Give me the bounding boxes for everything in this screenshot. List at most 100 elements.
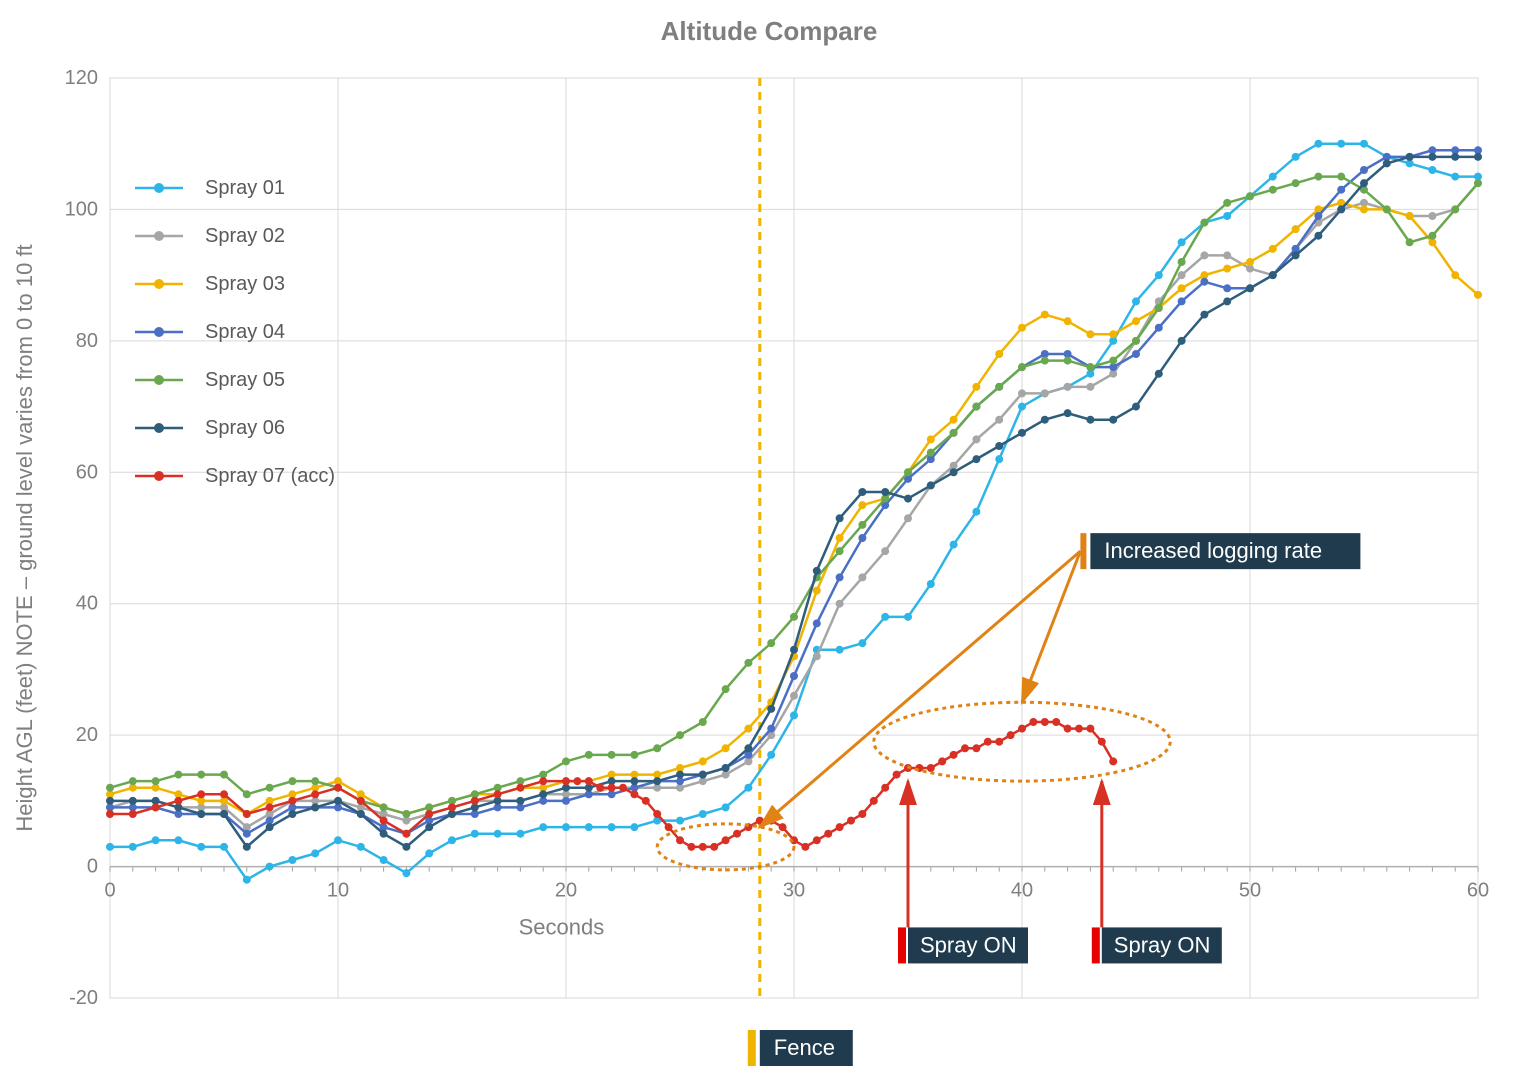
series-marker [266,863,274,871]
series-marker [129,843,137,851]
annotation-tick [1092,927,1100,963]
series-marker [573,777,581,785]
series-marker [266,803,274,811]
series-marker [1132,350,1140,358]
series-marker [243,810,251,818]
series-marker [744,784,752,792]
series-marker [972,403,980,411]
series-marker [220,790,228,798]
series-marker [1132,337,1140,345]
series-marker [129,797,137,805]
series-marker [334,797,342,805]
series-marker [197,790,205,798]
series-marker [243,830,251,838]
y-axis-label: Height AGL (feet) NOTE – ground level va… [12,244,37,831]
series-marker [984,738,992,746]
series-marker [995,383,1003,391]
series-marker [1474,291,1482,299]
series-marker [106,797,114,805]
series-marker [106,843,114,851]
x-tick-label: 20 [555,880,577,902]
series-marker [1314,232,1322,240]
series-marker [1360,205,1368,213]
series-marker [334,784,342,792]
legend-label: Spray 03 [205,273,285,295]
series-marker [893,771,901,779]
series-marker [562,777,570,785]
annotation-tick [1080,533,1086,569]
series-marker [1428,153,1436,161]
series-marker [266,823,274,831]
highlight-ellipse [657,824,794,870]
series-marker [687,843,695,851]
series-marker [676,731,684,739]
series-marker [699,757,707,765]
series-marker [904,613,912,621]
series-marker [653,777,661,785]
chart-svg: Altitude Compare0102030405060-2002040608… [0,0,1538,1088]
series-marker [801,843,809,851]
series-marker [847,817,855,825]
series-marker [1155,324,1163,332]
series-marker [494,830,502,838]
series-marker [266,784,274,792]
series-marker [1269,245,1277,253]
series-marker [220,810,228,818]
series-marker [1098,738,1106,746]
series-marker [129,810,137,818]
series-marker [1223,297,1231,305]
series-marker [1029,718,1037,726]
series-marker [585,823,593,831]
y-tick-label: 40 [76,593,98,615]
series-marker [972,435,980,443]
legend-marker [154,279,164,289]
series-marker [402,830,410,838]
series-marker [197,843,205,851]
series-marker [744,744,752,752]
series-marker [767,639,775,647]
series-marker [1155,370,1163,378]
series-marker [1018,389,1026,397]
series-marker [1292,153,1300,161]
series-marker [448,836,456,844]
series-marker [402,869,410,877]
series-marker [858,521,866,529]
series-marker [950,468,958,476]
series-marker [1064,409,1072,417]
series-marker [699,718,707,726]
series-marker [767,705,775,713]
series-marker [197,810,205,818]
series-marker [288,856,296,864]
series-marker [243,876,251,884]
series-marker [836,600,844,608]
y-tick-label: 120 [65,67,98,89]
series-marker [881,488,889,496]
series-marker [1451,271,1459,279]
series-marker [311,777,319,785]
series-marker [858,501,866,509]
series-marker [858,810,866,818]
series-marker [858,488,866,496]
series-marker [1075,725,1083,733]
series-marker [779,823,787,831]
series-marker [950,429,958,437]
series-marker [1086,725,1094,733]
series-marker [562,823,570,831]
series-marker [1132,403,1140,411]
series-marker [1246,192,1254,200]
series-marker [380,803,388,811]
series-marker [1223,199,1231,207]
series-marker [630,751,638,759]
series-marker [152,777,160,785]
series-marker [1041,389,1049,397]
y-tick-label: -20 [69,987,98,1009]
series-marker [904,514,912,522]
series-marker [1109,416,1117,424]
series-marker [1155,271,1163,279]
series-marker [653,810,661,818]
y-tick-label: 100 [65,198,98,220]
series-marker [380,830,388,838]
legend: Spray 01Spray 02Spray 03Spray 04Spray 05… [135,177,335,487]
series-marker [220,771,228,779]
series-marker [425,823,433,831]
